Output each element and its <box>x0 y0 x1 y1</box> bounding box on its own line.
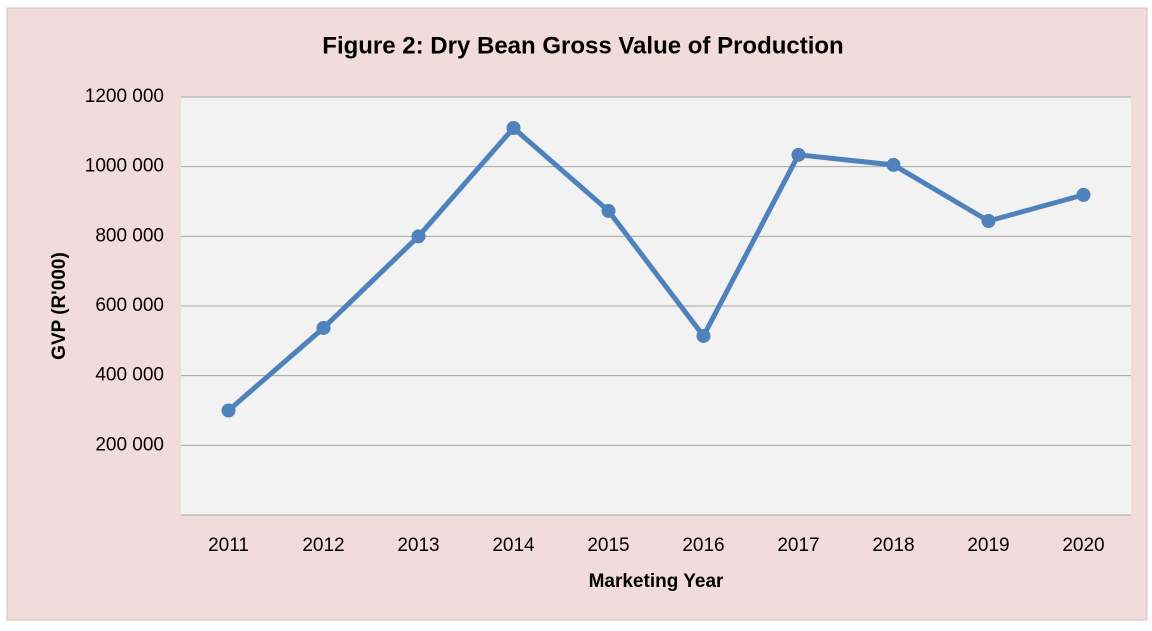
line <box>226 125 1085 413</box>
x-tick-label: 2016 <box>682 535 724 556</box>
marker <box>411 229 426 244</box>
marker <box>601 203 616 218</box>
x-tick-label: 2012 <box>302 535 344 556</box>
y-axis-title: GVP (R'000) <box>49 252 70 360</box>
x-axis-title: Marketing Year <box>589 571 724 592</box>
marker <box>791 147 806 162</box>
x-tick-label: 2011 <box>208 535 249 556</box>
marker <box>981 214 996 229</box>
x-tick-label: 2019 <box>967 535 1009 556</box>
y-tick-label: 400 000 <box>95 365 164 386</box>
x-tick-label: 2015 <box>587 535 629 556</box>
marker <box>506 121 521 136</box>
y-tick-label: 1200 000 <box>85 86 164 107</box>
marker <box>886 157 901 172</box>
y-tick-label: 800 000 <box>95 225 164 246</box>
y-tick-label: 200 000 <box>95 434 164 455</box>
x-tick-label: 2018 <box>872 535 914 556</box>
marker <box>316 320 331 335</box>
y-tick-label: 1000 000 <box>85 156 164 177</box>
y-tick-label: 600 000 <box>95 295 164 316</box>
marker <box>696 328 711 343</box>
marker <box>1076 187 1091 202</box>
marker <box>221 403 236 418</box>
x-tick-label: 2014 <box>492 535 535 556</box>
x-tick-label: 2017 <box>777 535 819 556</box>
chart-title: Figure 2: Dry Bean Gross Value of Produc… <box>322 32 843 59</box>
x-tick-label: 2013 <box>397 535 439 556</box>
x-tick-label: 2020 <box>1062 535 1104 556</box>
